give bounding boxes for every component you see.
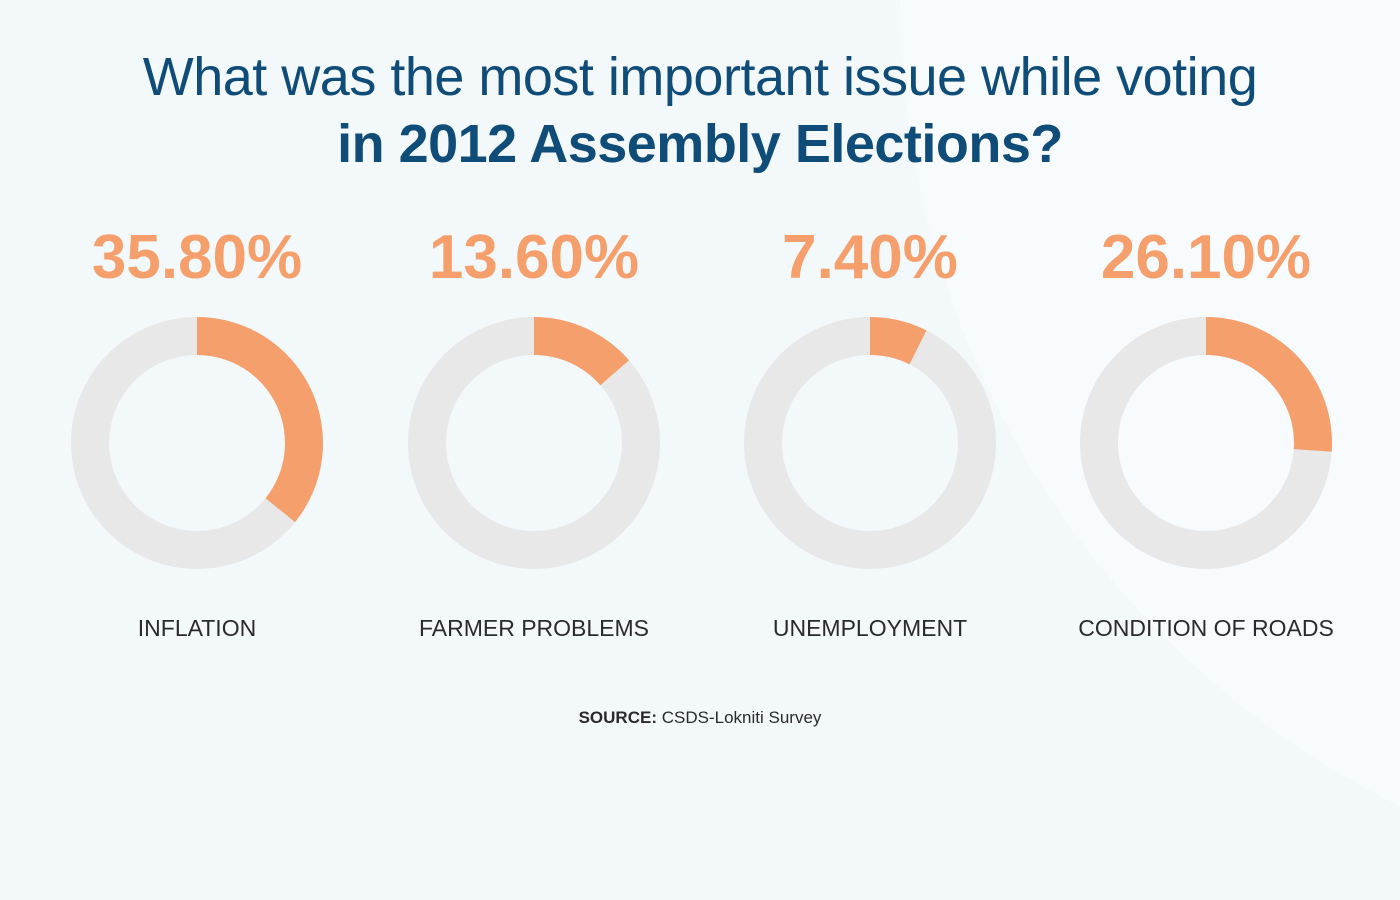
chart-title-line-1: What was the most important issue while …: [142, 47, 1258, 107]
value-label: 35.80%: [92, 223, 302, 292]
donut-inflation: 35.80% INFLATION: [71, 223, 324, 641]
donut-value-arc: [1206, 317, 1332, 452]
category-label: CONDITION OF ROADS: [1078, 615, 1334, 641]
source-label: SOURCE:: [578, 708, 657, 727]
donut-value-arc: [197, 317, 324, 523]
category-label: INFLATION: [138, 615, 256, 641]
category-label: UNEMPLOYMENT: [773, 615, 967, 641]
donut-farmer-problems: 13.60% FARMER PROBLEMS: [408, 223, 660, 641]
source-note: SOURCE: CSDS-Lokniti Survey: [0, 708, 1400, 728]
donut-value-arc: [534, 317, 630, 386]
value-label: 26.10%: [1101, 223, 1311, 292]
value-label: 7.40%: [782, 223, 958, 292]
value-label: 13.60%: [429, 223, 639, 292]
donut-track: [744, 317, 996, 569]
donut-value-arc: [870, 317, 927, 365]
source-text: CSDS-Lokniti Survey: [661, 708, 822, 727]
chart-title-line-2: in 2012 Assembly Elections?: [337, 114, 1063, 174]
category-label: FARMER PROBLEMS: [419, 615, 649, 641]
donut-unemployment: 7.40% UNEMPLOYMENT: [744, 223, 996, 641]
donut-condition-of-roads: 26.10% CONDITION OF ROADS: [1078, 223, 1334, 641]
donut-charts: 35.80% INFLATION 13.60% FARMER PROBLEMS 7.40…: [71, 223, 1334, 641]
